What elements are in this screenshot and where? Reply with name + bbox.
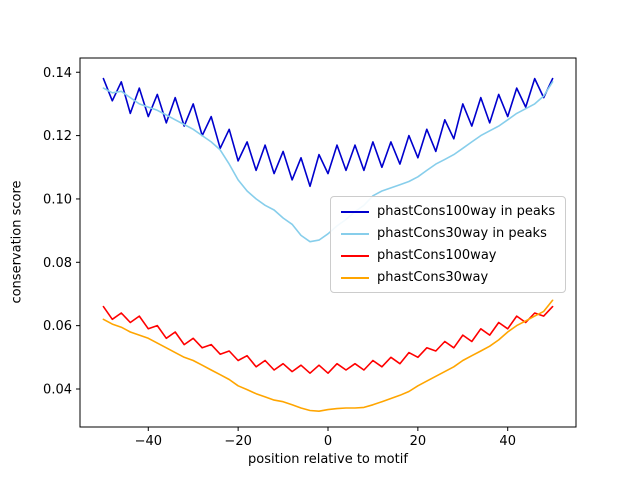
y-tick-label: 0.10 bbox=[43, 192, 72, 207]
series-line-4 bbox=[102, 299, 554, 413]
plot-series-group bbox=[102, 77, 554, 413]
legend-label: phastCons100way in peaks bbox=[377, 204, 556, 219]
legend-label: phastCons30way bbox=[377, 270, 489, 285]
x-tick-label: 0 bbox=[324, 434, 332, 449]
legend-item: phastCons100way bbox=[341, 247, 555, 264]
series-line-1 bbox=[102, 77, 554, 188]
x-tick-label: 20 bbox=[410, 434, 427, 449]
x-tick-label: −40 bbox=[135, 434, 162, 449]
y-tick-label: 0.12 bbox=[43, 129, 72, 144]
y-tick-label: 0.14 bbox=[43, 66, 72, 81]
y-tick-label: 0.06 bbox=[43, 319, 72, 334]
x-axis-label: position relative to motif bbox=[248, 452, 408, 467]
x-tick-label: 40 bbox=[499, 434, 516, 449]
legend-line-sample bbox=[341, 254, 369, 257]
legend: phastCons100way in peaks phastCons30way i… bbox=[330, 196, 567, 293]
x-tick-label: −20 bbox=[224, 434, 251, 449]
y-axis-label: conservation score bbox=[9, 180, 25, 304]
y-tick-label: 0.08 bbox=[43, 256, 72, 271]
series-line-3 bbox=[102, 305, 554, 375]
legend-item: phastCons30way bbox=[341, 269, 555, 286]
legend-line-sample bbox=[341, 210, 369, 213]
series-line-2 bbox=[102, 81, 554, 243]
y-tick-label: 0.04 bbox=[43, 382, 72, 397]
legend-item: phastCons30way in peaks bbox=[341, 225, 555, 242]
legend-item: phastCons100way in peaks bbox=[341, 203, 555, 220]
legend-label: phastCons30way in peaks bbox=[377, 226, 547, 241]
legend-line-sample bbox=[341, 232, 369, 235]
legend-label: phastCons100way bbox=[377, 248, 497, 263]
legend-line-sample bbox=[341, 276, 369, 279]
